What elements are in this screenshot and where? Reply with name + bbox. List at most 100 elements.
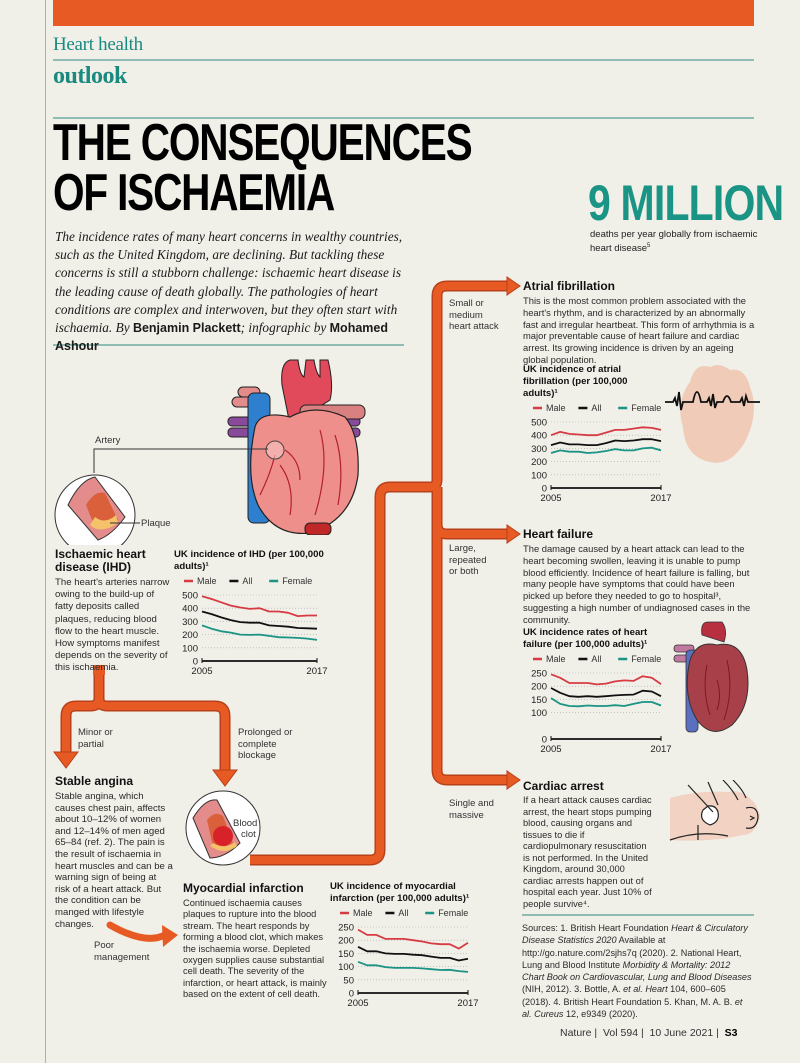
ihd-body: The heart's arteries narrow owing to the… xyxy=(55,577,170,674)
branch-poor-l2: management xyxy=(94,951,150,963)
page-footer: Nature | Vol 594 | 10 June 2021 | S3 xyxy=(560,1027,738,1039)
svg-text:Female: Female xyxy=(438,908,468,918)
svg-text:Male: Male xyxy=(353,908,373,918)
chart-mi-plot: Male All Female 0 50 100 150 200 250 2005 2017 xyxy=(338,908,478,1009)
chart-hf-title: UK incidence rates of heart failure (per… xyxy=(523,627,648,650)
svg-text:100: 100 xyxy=(531,708,547,719)
branch-small: Small or medium heart attack xyxy=(449,298,499,333)
svg-text:2017: 2017 xyxy=(457,998,478,1009)
blood-clot-illustration xyxy=(185,790,261,866)
svg-text:Female: Female xyxy=(282,576,312,586)
mi-section: Myocardial infarction Continued ischaemi… xyxy=(183,881,328,1001)
svg-text:150: 150 xyxy=(531,695,547,706)
footer-page: S3 xyxy=(724,1027,738,1039)
blood-clot-label-line2: clot xyxy=(241,829,256,840)
svg-text:200: 200 xyxy=(531,457,547,468)
chart-af-title: UK incidence of atrial fibrillation (per… xyxy=(523,364,628,399)
svg-text:All: All xyxy=(242,576,252,586)
deck-text: The incidence rates of many heart concer… xyxy=(55,228,415,355)
branch-poor-management: Poor management xyxy=(94,940,149,963)
branch-large-l3: or both xyxy=(449,566,479,577)
illustrator-name: Mohamed Ashour xyxy=(55,321,388,354)
footer-journal: Nature xyxy=(560,1027,592,1039)
section-label: Heart health xyxy=(53,34,143,55)
stat-value: 9 MILLION xyxy=(588,175,784,231)
svg-text:250: 250 xyxy=(338,923,354,934)
af-body: This is the most common problem associat… xyxy=(523,295,755,365)
svg-text:2005: 2005 xyxy=(347,998,368,1009)
branch-prolonged-l2: complete xyxy=(238,738,277,750)
ca-section: Cardiac arrest If a heart attack causes … xyxy=(523,779,653,910)
blood-clot-label-line1: Blood xyxy=(233,818,258,829)
svg-text:2005: 2005 xyxy=(540,493,561,504)
branch-prolonged-l3: blockage xyxy=(238,750,277,761)
branch-large-l1: Large, xyxy=(449,543,476,554)
branch-small-l1: Small or xyxy=(449,298,484,309)
svg-text:Female: Female xyxy=(631,403,661,413)
svg-text:250: 250 xyxy=(531,669,547,680)
arrowhead-ca xyxy=(506,770,521,790)
svg-text:100: 100 xyxy=(338,962,354,973)
branch-single-l1: Single and xyxy=(449,798,494,809)
stat-caption: deaths per year globally from ischaemic … xyxy=(590,229,770,254)
branch-single-l2: massive xyxy=(449,809,484,821)
af-section: Atrial fibrillation This is the most com… xyxy=(523,279,759,366)
angina-body: Stable angina, which causes chest pain, … xyxy=(55,791,173,930)
branch-poor-l1: Poor xyxy=(94,940,115,951)
svg-text:All: All xyxy=(591,403,601,413)
ihd-title-l2: disease (IHD) xyxy=(55,560,132,574)
svg-text:300: 300 xyxy=(531,444,547,455)
source-5: 5. Khan, M. A. B. et al. Cureus 12, e934… xyxy=(522,996,743,1020)
svg-text:2017: 2017 xyxy=(306,666,327,677)
svg-text:100: 100 xyxy=(182,643,198,654)
chart-hf-plot: Male All Female 0 100 150 200 250 2005 2017 xyxy=(531,654,671,755)
ca-title: Cardiac arrest xyxy=(523,779,604,793)
ca-body: If a heart attack causes cardiac arrest,… xyxy=(523,795,652,909)
hf-heart-illustration xyxy=(673,621,749,733)
artery-callout xyxy=(54,448,268,545)
header-rule xyxy=(53,59,754,61)
branch-minor-l2: partial xyxy=(78,738,104,750)
svg-text:400: 400 xyxy=(531,431,547,442)
cpr-illustration xyxy=(669,780,760,841)
branch-prolonged: Prolonged or complete blockage xyxy=(238,727,292,762)
arrowhead-poor-management xyxy=(162,925,178,947)
source-4: 4. British Heart Foundation xyxy=(553,996,662,1007)
svg-text:500: 500 xyxy=(182,591,198,602)
angina-title: Stable angina xyxy=(55,774,134,788)
deck-body: The incidence rates of many heart concer… xyxy=(55,229,403,336)
arrowhead-hf xyxy=(506,524,521,544)
svg-text:200: 200 xyxy=(338,936,354,947)
source-3: 3. Bottle, A. et al. Heart 104, 600–605 … xyxy=(522,984,726,1007)
ihd-title-l1: Ischaemic heart xyxy=(55,547,146,561)
source-2: 2. National Heart, Lung and Blood Instit… xyxy=(522,947,752,995)
svg-text:50: 50 xyxy=(343,975,354,986)
infographic-prefix: ; infographic by xyxy=(240,320,327,336)
af-title: Atrial fibrillation xyxy=(523,279,616,293)
hf-section: Heart failure The damage caused by a hea… xyxy=(523,527,759,626)
svg-text:0: 0 xyxy=(542,735,547,746)
branch-prolonged-l1: Prolonged or xyxy=(238,727,293,738)
chart-hf: UK incidence rates of heart failure (per… xyxy=(523,627,673,766)
svg-text:300: 300 xyxy=(182,617,198,628)
blood-clot-label: Blood clot xyxy=(233,818,257,840)
chart-mi: UK incidence of myocardial infarction (p… xyxy=(330,881,480,1020)
branch-minor-l1: Minor or xyxy=(78,727,113,738)
heart-illustration xyxy=(227,359,366,535)
branch-minor: Minor or partial xyxy=(78,727,113,750)
chart-ihd-title: UK incidence of IHD (per 100,000 adults)… xyxy=(174,549,324,572)
branch-small-l2: medium xyxy=(449,309,483,321)
svg-text:2017: 2017 xyxy=(650,744,671,755)
author-name: Benjamin Plackett xyxy=(132,321,241,336)
angina-section: Stable angina Stable angina, which cause… xyxy=(55,774,173,930)
stat-ref: 5 xyxy=(647,242,651,249)
branch-large-l2: repeated xyxy=(449,554,487,566)
svg-text:0: 0 xyxy=(349,989,354,1000)
svg-text:0: 0 xyxy=(542,484,547,495)
hf-body: The damage caused by a heart attack can … xyxy=(523,543,751,625)
title-line-2: OF ISCHAEMIA xyxy=(53,164,335,222)
svg-text:2005: 2005 xyxy=(540,744,561,755)
svg-text:0: 0 xyxy=(193,657,198,668)
stat-caption-text: deaths per year globally from ischaemic … xyxy=(590,229,758,254)
svg-text:400: 400 xyxy=(182,604,198,615)
